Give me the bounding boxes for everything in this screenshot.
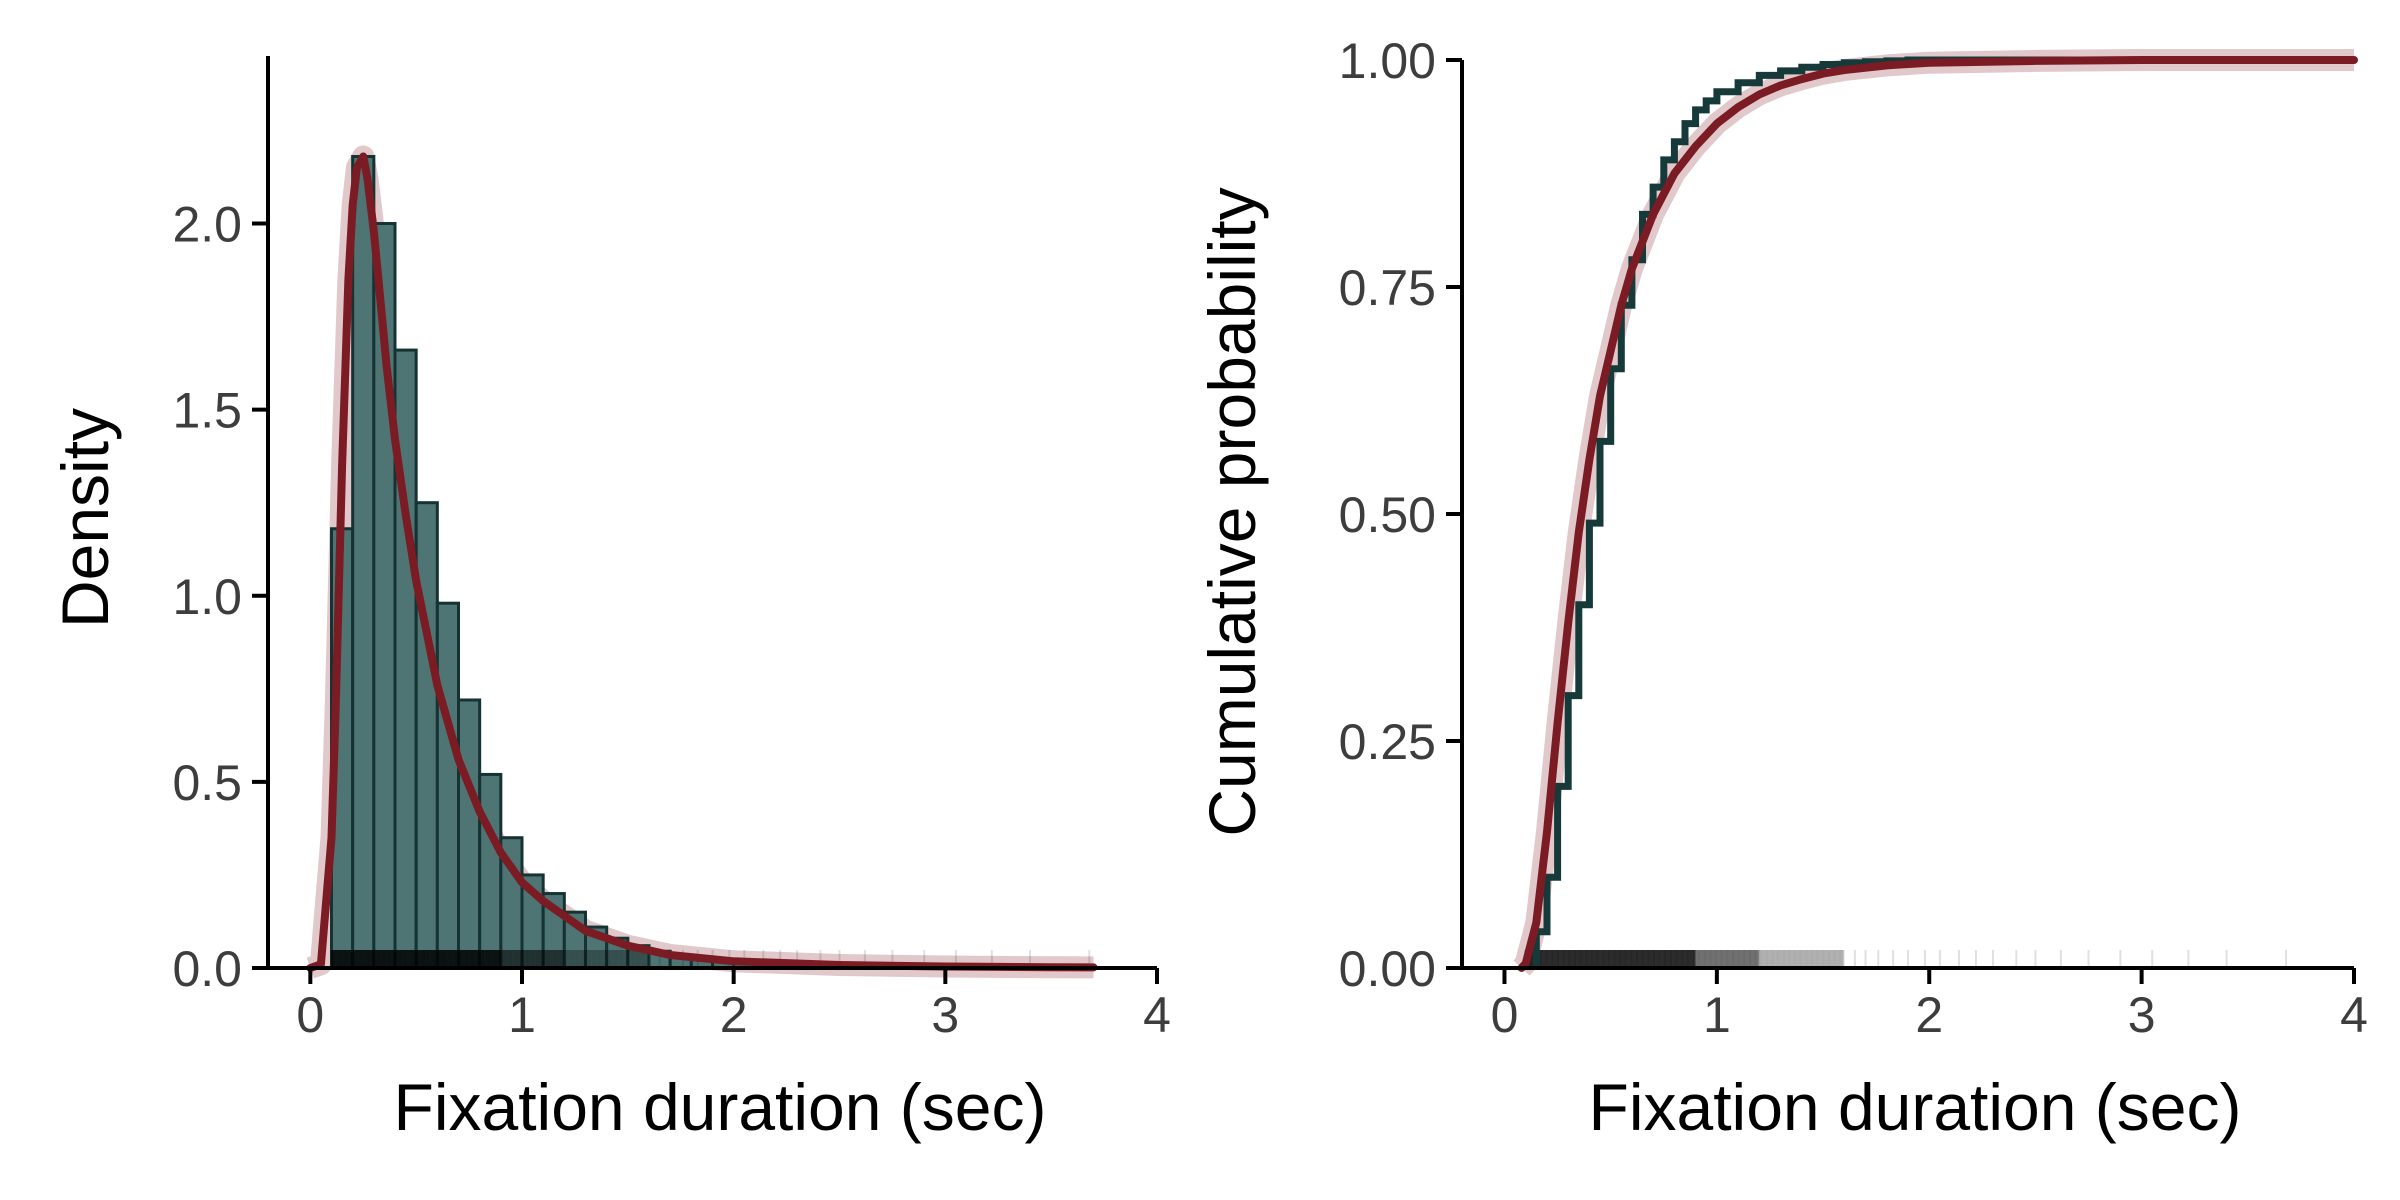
x-axis-label: Fixation duration (sec)	[394, 1070, 1047, 1144]
y-axis-label: Density	[48, 408, 122, 628]
rug-plot	[1524, 950, 2288, 968]
density-axes: 0 1 2 3 4 0.0 0.5 1.0 1.5 2.0	[172, 56, 1171, 1043]
x-tick-label: 1	[508, 987, 536, 1043]
histogram-bar	[414, 501, 439, 970]
x-tick-label: 1	[1703, 987, 1731, 1043]
fit-curve	[306, 152, 1098, 972]
histogram-bar	[351, 155, 376, 970]
histogram-bar	[478, 772, 503, 970]
fit-cdf-curve	[1517, 56, 2358, 972]
histogram-bar	[457, 698, 482, 970]
cdf-axes: 0 1 2 3 4 0.00 0.25 0.50 0.75 1.00	[1339, 33, 2368, 1043]
x-tick-label: 2	[1915, 987, 1943, 1043]
x-tick-label: 0	[1491, 987, 1519, 1043]
y-tick-label: 1.0	[172, 569, 242, 625]
density-panel: 0 1 2 3 4 0.0 0.5 1.0 1.5 2.0 Fixation duration (…	[48, 56, 1171, 1144]
y-tick-label: 1.00	[1339, 33, 1436, 89]
rug-plot	[330, 950, 1091, 968]
y-axis-label: Cumulative probability	[1195, 187, 1269, 836]
histogram-bars	[330, 155, 1096, 970]
x-tick-label: 3	[2128, 987, 2156, 1043]
x-tick-label: 4	[1143, 987, 1171, 1043]
y-tick-label: 0.75	[1339, 260, 1436, 316]
fit-cdf-group	[1517, 56, 2358, 972]
fit-cdf-band	[1513, 49, 2354, 976]
x-tick-label: 3	[931, 987, 959, 1043]
y-tick-label: 0.5	[172, 755, 242, 811]
fit-cdf-band	[1513, 49, 2354, 976]
cdf-panel: 0 1 2 3 4 0.00 0.25 0.50 0.75 1.00 Fixation durat…	[1195, 33, 2368, 1144]
y-tick-label: 0.00	[1339, 941, 1436, 997]
histogram-bar	[435, 601, 461, 970]
y-tick-label: 0.50	[1339, 487, 1436, 543]
y-tick-label: 2.0	[172, 197, 242, 253]
x-tick-label: 0	[296, 987, 324, 1043]
x-tick-label: 2	[720, 987, 748, 1043]
y-tick-label: 0.25	[1339, 714, 1436, 770]
x-axis-label: Fixation duration (sec)	[1589, 1070, 2242, 1144]
y-tick-label: 0.0	[172, 941, 242, 997]
ecdf-group	[1532, 56, 2354, 968]
fit-curve-group	[306, 152, 1098, 972]
y-tick-label: 1.5	[172, 383, 242, 439]
x-tick-label: 4	[2340, 987, 2368, 1043]
ecdf-step-line	[1532, 56, 2354, 968]
